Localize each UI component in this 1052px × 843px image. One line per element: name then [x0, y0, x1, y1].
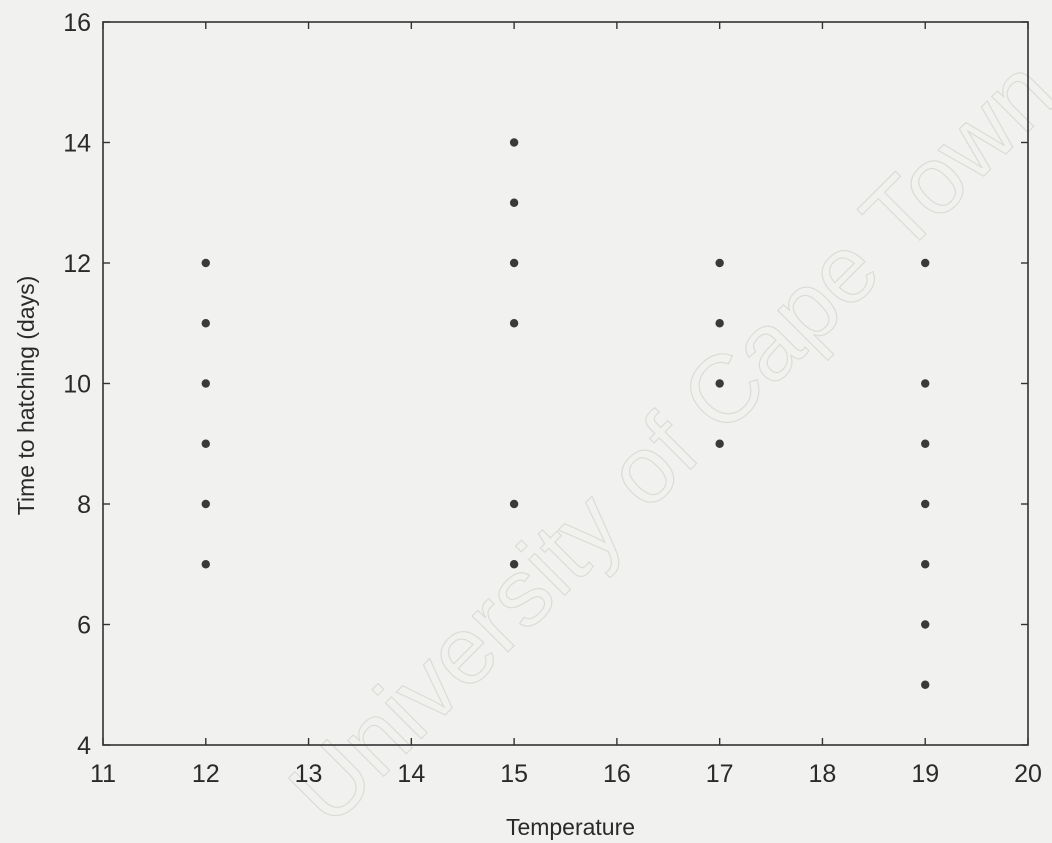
watermark-text: University of Cape Town	[269, 38, 1052, 843]
data-point	[509, 560, 519, 569]
data-point	[921, 620, 930, 629]
plot-area-frame	[102, 21, 1029, 746]
x-tick-label: 20	[1014, 760, 1042, 788]
x-tick-label: 13	[295, 760, 323, 788]
y-tick-label: 14	[63, 130, 91, 158]
x-tick-label: 18	[809, 760, 837, 788]
y-axis: 4 6 8 10 12 14 16	[63, 9, 1028, 760]
data-point	[715, 319, 724, 328]
data-point	[921, 560, 930, 569]
x-tick-label: 17	[706, 760, 734, 788]
data-point	[509, 198, 519, 207]
watermark: University of Cape Town	[269, 38, 1052, 843]
data-point	[921, 499, 930, 509]
y-tick-label: 8	[77, 491, 91, 519]
data-point	[201, 560, 210, 569]
y-tick-label: 4	[77, 732, 91, 760]
x-tick-label: 19	[911, 760, 939, 788]
y-tick-label: 12	[63, 250, 91, 278]
data-point	[509, 499, 519, 509]
data-point	[921, 258, 930, 268]
y-tick-label: 10	[63, 371, 91, 399]
data-point	[201, 499, 210, 509]
data-point	[715, 379, 724, 388]
data-point	[921, 439, 930, 448]
data-point	[201, 439, 210, 448]
y-tick-label: 16	[63, 9, 91, 37]
data-point	[201, 379, 210, 388]
x-tick-label: 14	[397, 760, 425, 788]
x-tick-label: 11	[90, 760, 116, 788]
data-point	[715, 258, 724, 268]
x-tick-label: 12	[192, 760, 220, 788]
data-point	[509, 319, 519, 328]
data-point	[201, 319, 210, 328]
data-point	[509, 258, 519, 268]
x-axis-title: Temperature	[506, 814, 635, 840]
data-point	[921, 680, 930, 689]
x-tick-label: 15	[500, 760, 528, 788]
data-point	[201, 258, 210, 268]
data-point	[509, 138, 519, 147]
data-point	[715, 439, 724, 448]
y-axis-title: Time to hatching (days)	[13, 276, 39, 515]
x-tick-label: 16	[603, 760, 631, 788]
data-points	[201, 138, 930, 689]
data-point	[921, 379, 930, 388]
y-tick-label: 6	[77, 612, 91, 640]
x-axis: 11 12 13 14 15 16 17 18 19 20	[90, 22, 1042, 788]
